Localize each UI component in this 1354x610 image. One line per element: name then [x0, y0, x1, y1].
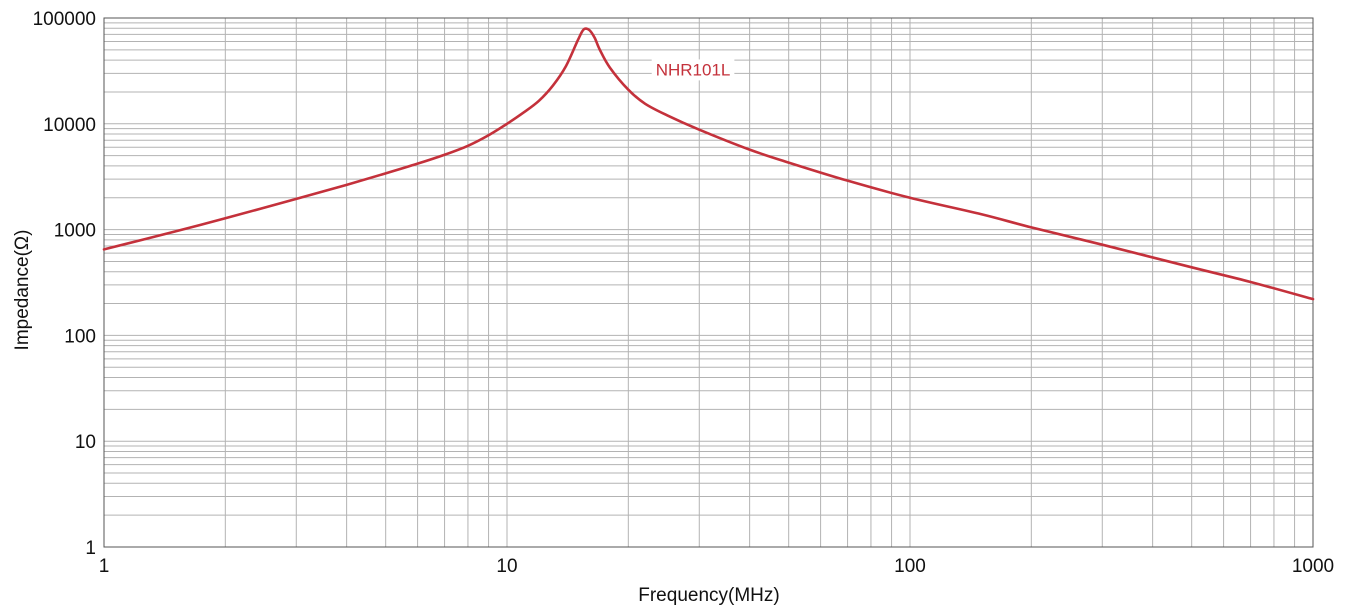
x-axis-title: Frequency(MHz) — [638, 585, 779, 606]
plot-border — [103, 17, 1314, 548]
series-layer — [102, 27, 1315, 301]
labels: 1 10 100 1000 1 10 100 1000 10000 100000 NHR101L — [33, 9, 1335, 577]
series-label-background — [651, 59, 735, 81]
y-tick-label: 100 — [64, 326, 96, 347]
y-tick-label: 1000 — [54, 221, 96, 242]
y-tick-label: 100000 — [33, 9, 96, 30]
y-tick-label: 1 — [85, 538, 96, 559]
x-tick-label: 1000 — [1292, 556, 1334, 577]
x-tick-label: 10 — [496, 556, 517, 577]
y-tick-label: 10 — [75, 432, 96, 453]
plot-frame — [103, 17, 1314, 548]
y-axis-title: Impedance(Ω) — [12, 230, 33, 351]
x-tick-label: 1 — [99, 556, 110, 577]
series-line-nhr101l — [102, 27, 1315, 301]
y-tick-label: 10000 — [43, 115, 96, 136]
series-label: NHR101L — [656, 60, 731, 79]
grid — [103, 18, 1313, 548]
x-tick-label: 100 — [894, 556, 926, 577]
